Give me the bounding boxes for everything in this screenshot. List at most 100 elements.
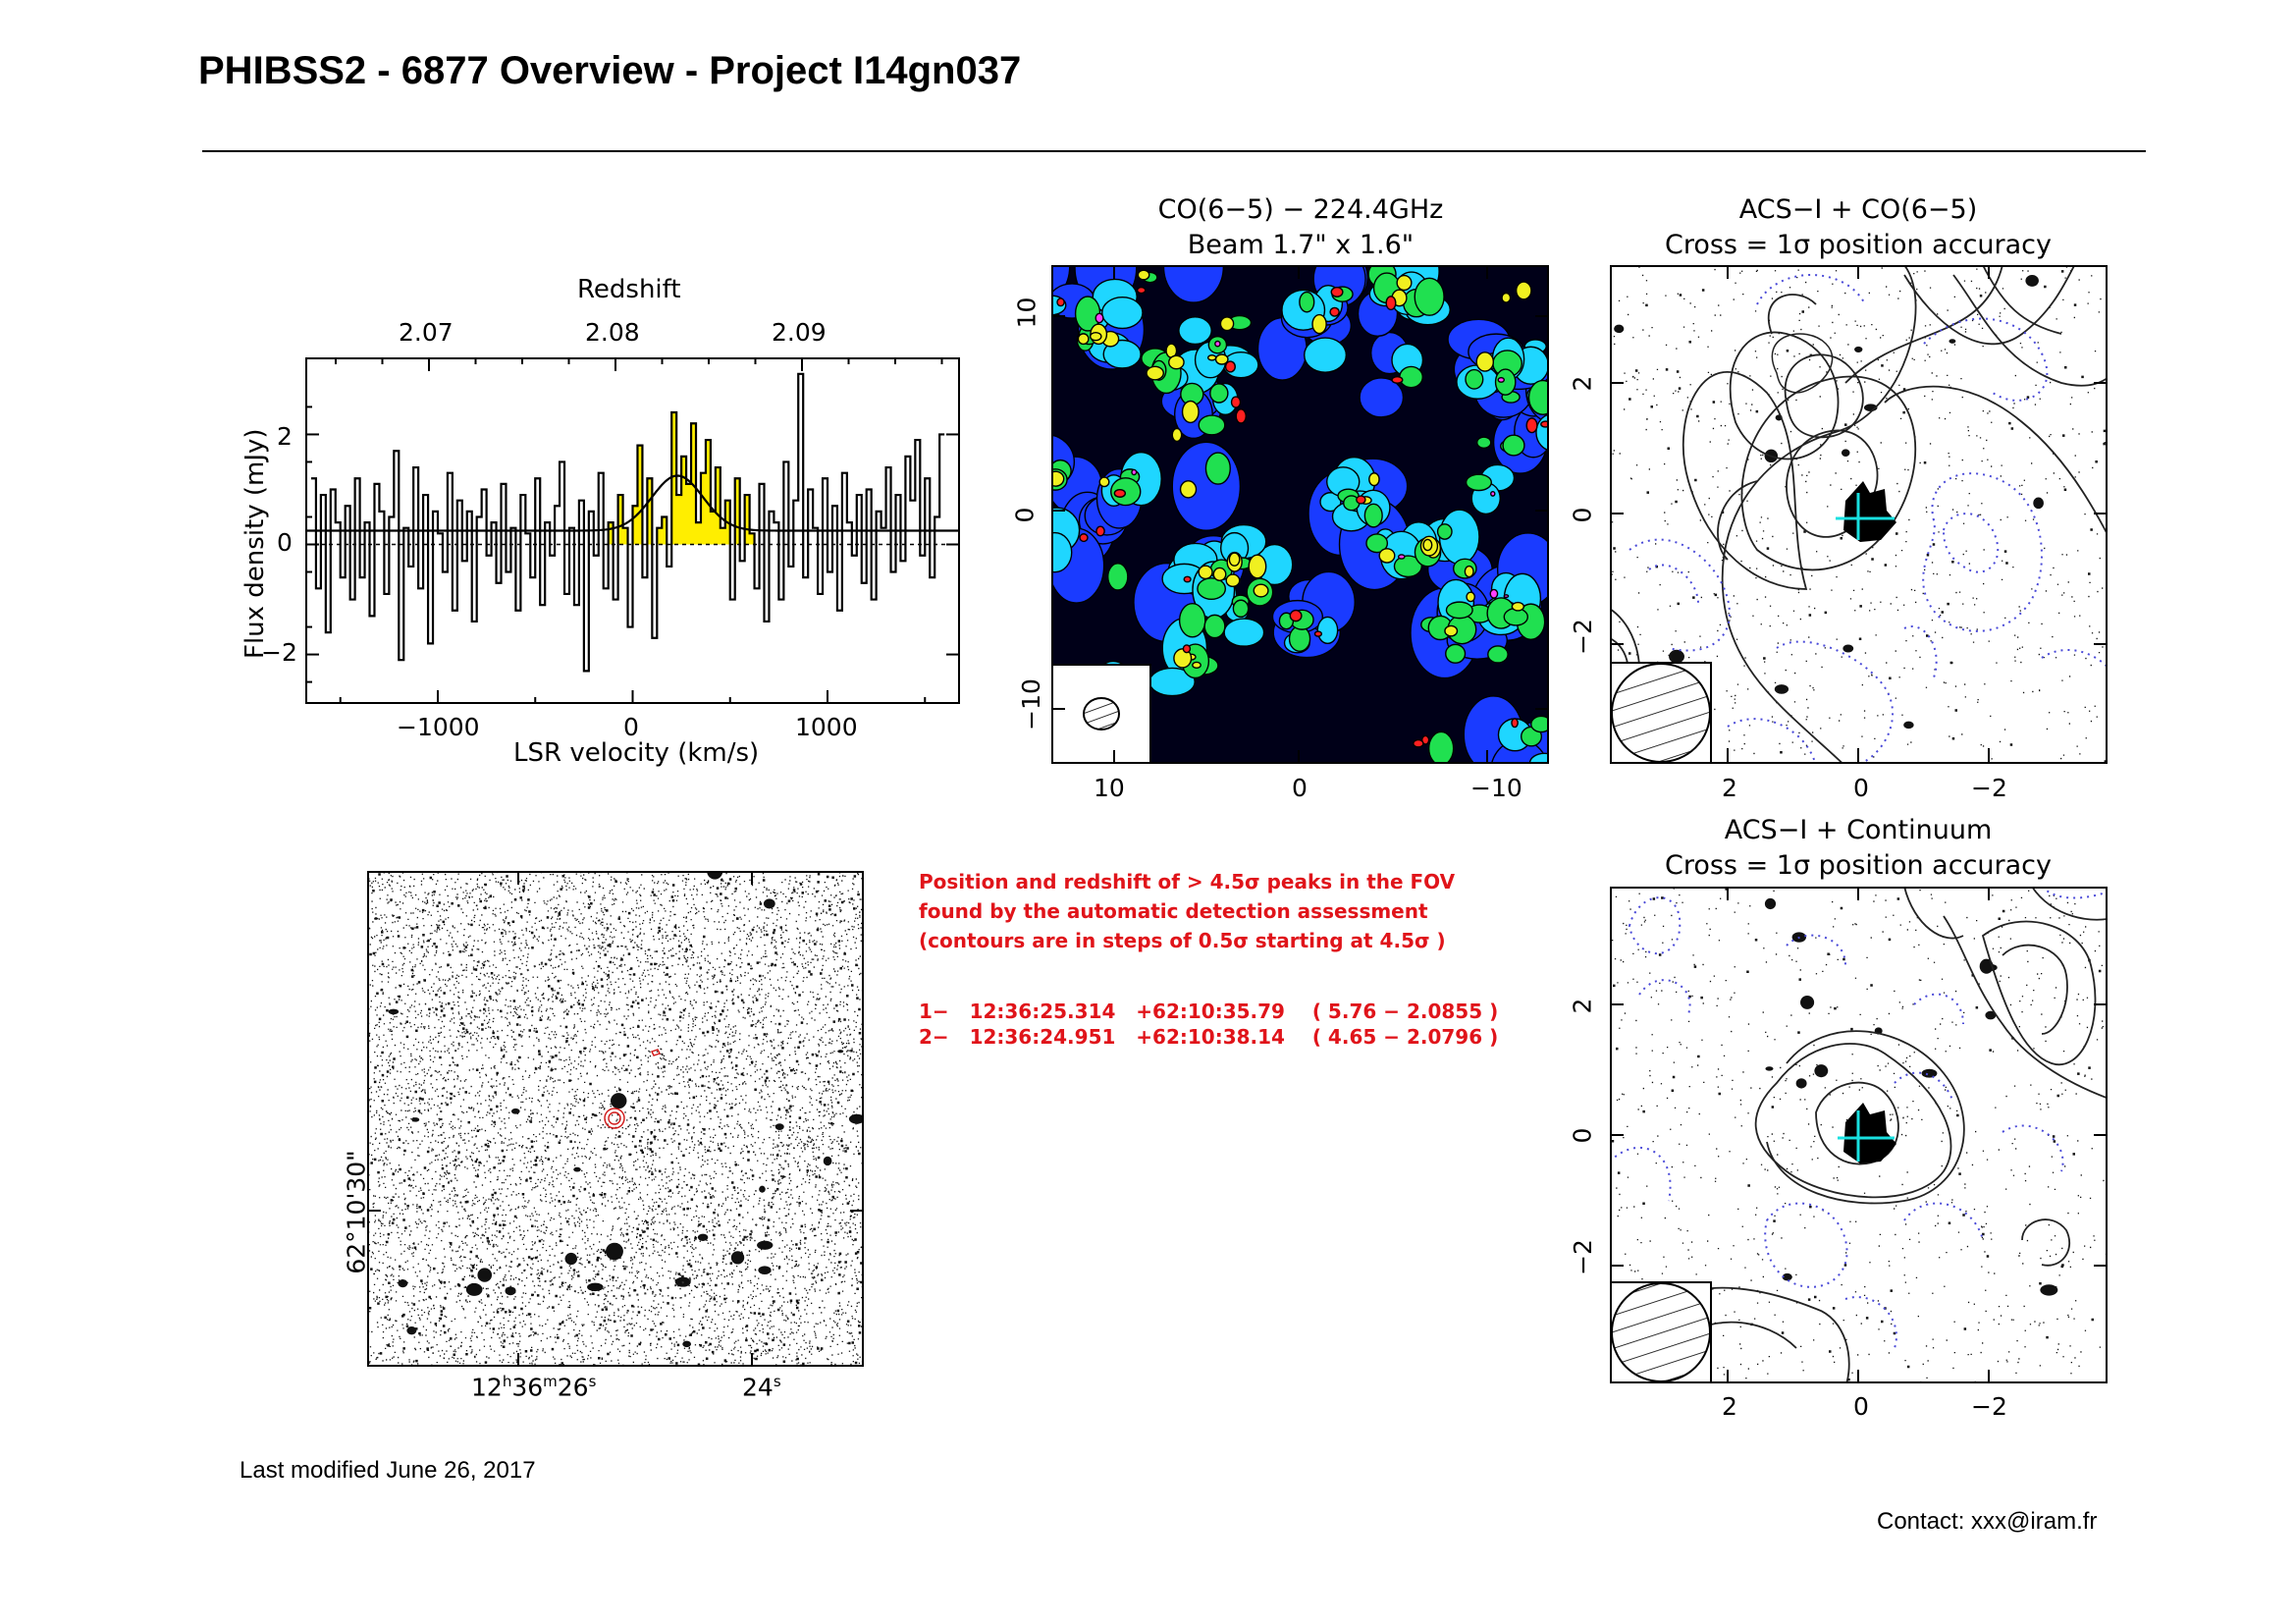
source-speckle bbox=[1921, 1068, 1938, 1078]
source-speckle bbox=[1774, 684, 1789, 694]
noise-speckle bbox=[1610, 265, 2108, 764]
intensity-blob bbox=[1515, 281, 1532, 300]
ra-minutes: 36 bbox=[511, 1373, 544, 1402]
contact-email[interactable]: Contact: xxx@iram.fr bbox=[1877, 1508, 2098, 1535]
source-speckle bbox=[1814, 1064, 1829, 1078]
spectrum-x-axis-label: LSR velocity (km/s) bbox=[513, 738, 760, 768]
intensity-blob bbox=[1445, 601, 1473, 620]
page-title: PHIBSS2 - 6877 Overview - Project I14gn0… bbox=[198, 49, 1022, 92]
acs-co-y-tick-label: 2 bbox=[1568, 375, 1597, 392]
intensity-blob bbox=[1396, 274, 1413, 292]
comap-x-tick-label: 0 bbox=[1292, 774, 1308, 802]
source-speckle bbox=[682, 1340, 692, 1348]
source-speckle bbox=[564, 1252, 578, 1266]
intensity-blob bbox=[1079, 533, 1089, 543]
intensity-blob bbox=[1179, 480, 1198, 499]
intensity-blob bbox=[1224, 360, 1236, 373]
source-speckle bbox=[1985, 1010, 1997, 1020]
intensity-blob bbox=[1476, 436, 1492, 450]
intensity-blob bbox=[1391, 375, 1404, 384]
intensity-blob bbox=[1330, 286, 1344, 298]
source-speckle bbox=[1669, 649, 1684, 664]
source-speckle bbox=[1764, 897, 1777, 910]
intensity-blob bbox=[1385, 296, 1397, 311]
source-speckle bbox=[774, 1123, 784, 1130]
source-speckle bbox=[1782, 1272, 1792, 1281]
ra-hours-unit: h bbox=[502, 1373, 512, 1390]
source-speckle bbox=[823, 1156, 832, 1166]
intensity-blob bbox=[1214, 340, 1221, 348]
note-line: found by the automatic detection assessm… bbox=[919, 899, 1428, 923]
intensity-blob bbox=[1102, 339, 1142, 369]
acs-cont-title-line1: ACS−I + Continuum bbox=[1724, 815, 1993, 845]
position-cross-continuum bbox=[1838, 1110, 1895, 1162]
comap-title: CO(6−5) − 224.4GHz Beam 1.7" x 1.6" bbox=[1052, 192, 1549, 263]
intensity-blob bbox=[1501, 292, 1512, 303]
source-speckle bbox=[2025, 275, 2039, 287]
co-map-image bbox=[1051, 265, 1549, 764]
acs-cont-x-tick-label: −2 bbox=[1971, 1392, 2007, 1421]
intensity-blob bbox=[1198, 414, 1226, 436]
intensity-blob bbox=[1230, 396, 1242, 408]
position-cross bbox=[1836, 493, 1895, 540]
source-speckle bbox=[1795, 1078, 1807, 1089]
spectrum-y-axis-label: Flux density (mJy) bbox=[240, 428, 270, 659]
field-ra-tick-label-1: 12h36m26s bbox=[471, 1373, 596, 1401]
source-speckle bbox=[757, 1240, 774, 1250]
intensity-blob bbox=[1511, 718, 1519, 729]
source-speckle bbox=[1614, 324, 1625, 334]
intensity-blob bbox=[1436, 523, 1453, 540]
intensity-blob bbox=[1378, 548, 1396, 564]
source-speckle bbox=[758, 1266, 772, 1274]
intensity-blob bbox=[1465, 368, 1484, 390]
field-ra-tick-label-2: 24s bbox=[742, 1373, 781, 1401]
gaussian-fit-line bbox=[305, 474, 960, 532]
intensity-blob bbox=[1527, 379, 1549, 415]
intensity-blob bbox=[1051, 531, 1073, 573]
intensity-blob bbox=[1214, 353, 1229, 365]
intensity-blob bbox=[1131, 468, 1138, 476]
intensity-blob bbox=[1225, 573, 1241, 588]
fov-circle bbox=[440, 946, 791, 1297]
intensity-blob bbox=[1206, 354, 1217, 361]
redshift-axis-title: Redshift bbox=[577, 275, 681, 304]
intensity-blob bbox=[1311, 313, 1327, 335]
intensity-blob bbox=[1146, 365, 1164, 381]
intensity-blob bbox=[1219, 316, 1235, 332]
comap-title-line2: Beam 1.7" x 1.6" bbox=[1187, 230, 1415, 260]
acs-cont-title: ACS−I + Continuum Cross = 1σ position ac… bbox=[1610, 813, 2107, 884]
intensity-blob bbox=[1106, 563, 1129, 591]
acs-cont-y-tick-label: 2 bbox=[1568, 998, 1597, 1014]
intensity-blob bbox=[1365, 533, 1389, 554]
intensity-blob bbox=[1502, 434, 1525, 457]
spectrum-histogram bbox=[310, 372, 945, 673]
intensity-blob bbox=[1289, 609, 1303, 622]
intensity-blob bbox=[1414, 277, 1445, 316]
spectrum-y-tick-label: 2 bbox=[277, 422, 293, 451]
source-speckle bbox=[837, 1050, 844, 1054]
intensity-blob bbox=[1223, 618, 1265, 647]
acs-cont-beam-inset bbox=[1610, 1281, 1712, 1383]
comap-y-tick-label: −10 bbox=[1016, 678, 1045, 730]
intensity-blob bbox=[1356, 495, 1366, 505]
intensity-blob bbox=[1489, 588, 1499, 599]
header-divider bbox=[202, 150, 2146, 152]
source-speckle bbox=[587, 1282, 604, 1292]
comap-x-tick-label: −10 bbox=[1470, 774, 1522, 802]
source-speckle bbox=[465, 1282, 483, 1296]
intensity-blob bbox=[1178, 603, 1206, 638]
intensity-blob bbox=[1232, 599, 1250, 619]
source-speckle bbox=[398, 1279, 408, 1288]
intensity-blob bbox=[1487, 645, 1509, 664]
acs-co-beam-inset bbox=[1610, 662, 1712, 764]
source-speckle bbox=[1800, 995, 1815, 1009]
intensity-blob bbox=[1368, 472, 1380, 487]
intensity-blob bbox=[1197, 577, 1227, 601]
source-speckle bbox=[759, 1185, 766, 1193]
intensity-blob bbox=[1399, 365, 1424, 389]
intensity-blob bbox=[1299, 291, 1315, 313]
intensity-blob bbox=[1136, 287, 1147, 295]
intensity-blob bbox=[1445, 643, 1467, 664]
intensity-blob bbox=[1319, 492, 1342, 513]
comap-y-tick-label: 0 bbox=[1010, 507, 1040, 523]
